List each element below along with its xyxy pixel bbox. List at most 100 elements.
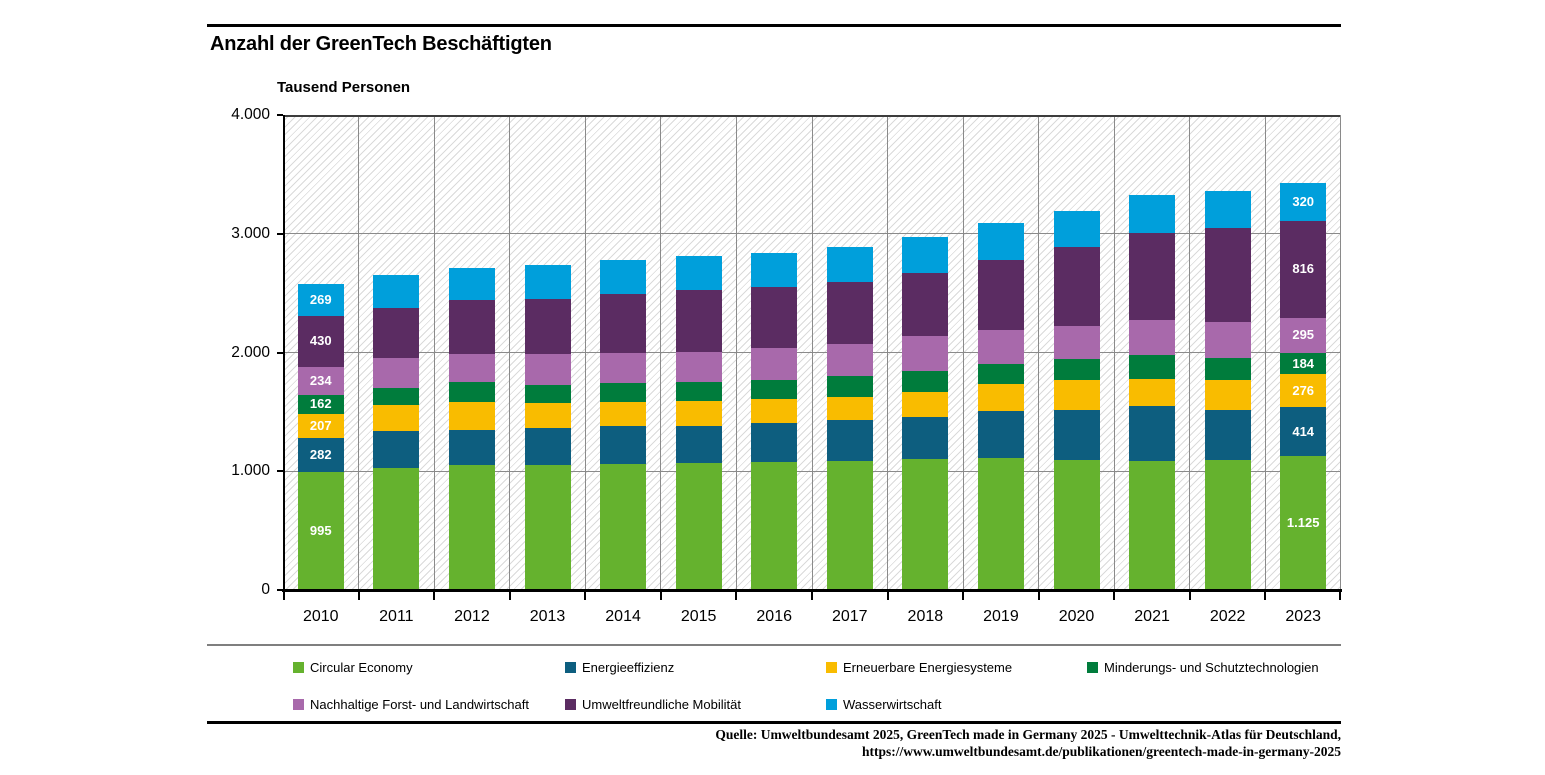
bar-segment-2018-0 (902, 458, 949, 590)
bar-segment-2012-4 (448, 353, 495, 383)
y-axis-tick (277, 470, 283, 473)
bar-segment-2021-2 (1129, 378, 1176, 406)
legend-swatch-icon (826, 698, 837, 710)
bar-segment-2019-3 (977, 363, 1024, 384)
x-axis-label: 2019 (983, 608, 1019, 625)
x-axis-label: 2013 (529, 608, 566, 625)
x-axis-label: 2012 (454, 608, 490, 625)
bar-segment-2019-5 (977, 259, 1024, 330)
bar-value-label: 295 (1292, 327, 1315, 343)
legend-label: Minderungs- und Schutztechnologien (1104, 659, 1319, 675)
source-line-2: https://www.umweltbundesamt.de/publikati… (861, 744, 1341, 759)
legend-label: Erneuerbare Energiesysteme (843, 659, 1013, 675)
bar-segment-2014-4 (600, 352, 647, 384)
legend-swatch-icon (1087, 661, 1098, 673)
bar-segment-2022-1 (1204, 410, 1251, 460)
x-axis-tick (508, 592, 511, 600)
gridline-vertical (1113, 115, 1115, 590)
bar-value-label: 414 (1292, 423, 1315, 439)
bar-segment-2010-2 (297, 413, 344, 439)
gridline-vertical (1038, 115, 1040, 590)
bar-segment-2021-0 (1129, 461, 1176, 590)
gridline-vertical (735, 115, 737, 590)
legend-item-4: Nachhaltige Forst- und Landwirtschaft (293, 697, 529, 712)
y-axis-label: 2.000 (231, 343, 270, 361)
bar-value-label: 276 (1292, 382, 1315, 398)
bar-segment-2022-5 (1204, 228, 1251, 323)
bar-segment-2014-5 (600, 294, 647, 353)
x-axis-label: 2020 (1058, 608, 1095, 625)
bar-segment-2012-2 (448, 401, 495, 430)
bar-segment-2017-1 (826, 420, 873, 462)
bar-value-label: 184 (1292, 355, 1315, 371)
legend-label: Umweltfreundliche Mobilität (582, 696, 741, 712)
bar-segment-2022-6 (1204, 191, 1251, 229)
y-axis-label: 3.000 (231, 224, 270, 242)
bottom-rule (207, 721, 1341, 724)
legend-item-0: Circular Economy (293, 660, 413, 675)
x-axis-tick (962, 592, 965, 600)
bar-segment-2017-4 (826, 343, 873, 376)
bar-segment-2020-2 (1053, 380, 1100, 411)
legend-label: Wasserwirtschaft (843, 696, 942, 712)
x-axis-label: 2018 (907, 608, 944, 625)
plot-border-top (283, 115, 1341, 117)
legend-label: Energieeffizienz (582, 659, 675, 675)
bar-segment-2011-5 (373, 307, 420, 359)
y-axis-label: 1.000 (231, 462, 270, 480)
bar-segment-2013-1 (524, 427, 571, 465)
gridline-vertical (811, 115, 813, 590)
x-axis-tick (886, 592, 889, 600)
bar-segment-2017-5 (826, 282, 873, 344)
legend-item-1: Energieeffizienz (565, 659, 675, 675)
bar-segment-2012-1 (448, 429, 495, 466)
plot-area: 995 282 207 162 234 430 269 2010 2011 2012 2013 201… (231, 106, 1342, 625)
bar-segment-2011-2 (373, 405, 420, 432)
bar-segment-2015-5 (675, 290, 722, 352)
bar-segment-2017-2 (826, 397, 873, 421)
bar-segment-2010-4 (297, 366, 344, 395)
x-axis-tick (1037, 592, 1040, 600)
x-axis-tick (283, 592, 285, 600)
y-axis-title: Tausend Personen (277, 79, 411, 96)
legend-item-6: Wasserwirtschaft (826, 696, 942, 712)
legend-swatch-icon (826, 661, 837, 673)
x-axis-tick (1113, 592, 1116, 600)
bar-segment-2015-3 (675, 382, 722, 402)
bar-segment-2010-3 (297, 394, 344, 414)
y-axis-line (283, 115, 285, 590)
plot-border-right (1340, 115, 1341, 590)
bar-segment-2011-1 (373, 431, 420, 469)
bar-segment-2023-6 (1280, 182, 1327, 221)
legend-swatch-icon (565, 698, 576, 710)
bar-segment-2010-5 (297, 315, 344, 367)
bar-segment-2022-3 (1204, 357, 1251, 380)
bar-segment-2022-4 (1204, 322, 1251, 358)
x-axis-tick (811, 592, 813, 600)
bar-segment-2013-3 (524, 384, 571, 403)
x-axis-label: 2014 (605, 608, 641, 625)
bar-segment-2014-1 (600, 426, 647, 464)
gridline-vertical (887, 115, 889, 590)
x-axis-tick (357, 592, 360, 600)
bar-value-label: 995 (309, 522, 332, 538)
bar-value-label: 320 (1292, 193, 1315, 209)
bar-segment-2015-1 (675, 425, 722, 463)
bar-segment-2018-1 (902, 416, 949, 459)
bar-segment-2022-2 (1204, 379, 1251, 411)
bar-segment-2013-5 (524, 299, 571, 355)
bar-segment-2011-4 (373, 358, 420, 388)
bar-segment-2020-4 (1053, 325, 1100, 360)
bar-segment-2020-1 (1053, 410, 1100, 460)
bar-segment-2020-6 (1053, 210, 1100, 248)
bar-segment-2012-6 (448, 267, 495, 301)
bar-segment-2011-6 (373, 274, 420, 308)
x-axis-label: 2016 (756, 608, 792, 625)
bar-segment-2010-1 (297, 438, 344, 472)
bar-segment-2016-1 (751, 422, 798, 462)
bar-segment-2023-0 (1280, 456, 1327, 590)
gridline-vertical (660, 115, 662, 590)
bar-value-label: 430 (309, 333, 332, 349)
bar-value-label: 816 (1292, 261, 1315, 277)
gridline-vertical (962, 115, 964, 590)
